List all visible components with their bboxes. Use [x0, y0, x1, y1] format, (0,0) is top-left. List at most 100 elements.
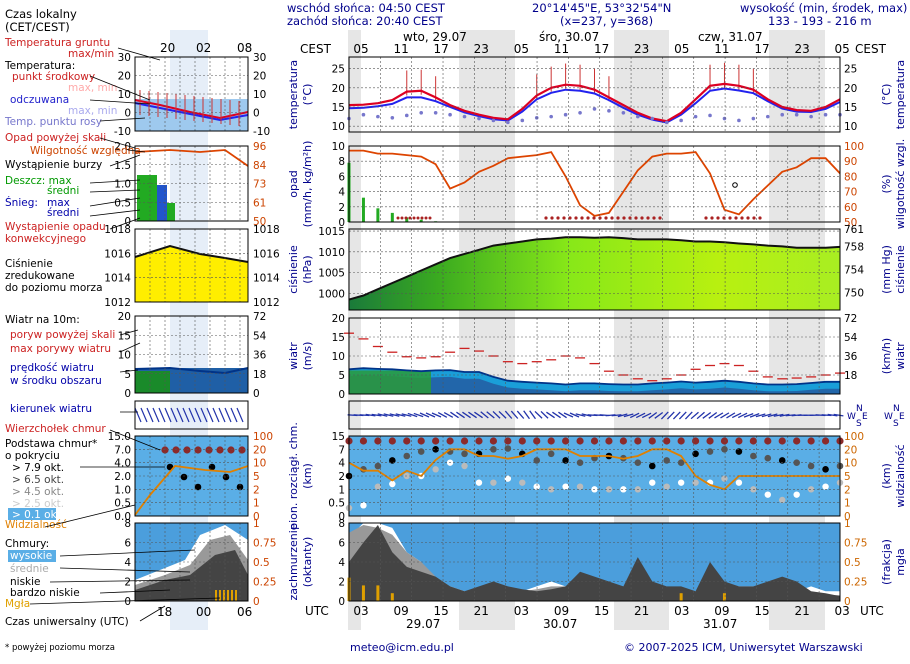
legend-tick-left: 6: [124, 538, 131, 550]
y-tick-label-left: 6: [338, 171, 345, 183]
grid-lines: [348, 57, 840, 602]
y-tick-label-left: 25: [332, 64, 345, 76]
legend-connector: [109, 154, 141, 167]
panel-label-left-unit: (hPa): [301, 255, 314, 283]
legend-pressure-area: [135, 246, 248, 302]
legend-wind-arrow: [140, 407, 148, 423]
y-tick-label-right: 54: [844, 332, 858, 344]
legend-wind-arrow: [218, 407, 226, 423]
legend-tick-right: 96: [253, 141, 267, 153]
rain-bar: [419, 219, 423, 222]
legend-tick-right: 0.5: [253, 557, 270, 569]
legend-tick-left: 1.0: [114, 484, 131, 496]
y-tick-label-right: 10: [844, 458, 857, 470]
convective-dot: [616, 216, 620, 220]
y-tick-label-left: 4: [338, 458, 345, 470]
legend-tick-left: 0: [124, 216, 131, 228]
legend-connector: [119, 329, 139, 336]
legend-tick-right: 1: [253, 518, 260, 530]
legend-tick-right: 73: [253, 179, 266, 191]
cloud-base-dot: [533, 457, 541, 464]
legend-label: o pokryciu: [5, 450, 60, 462]
wind-direction-arrow: [611, 414, 622, 417]
legend-label: w środku obszaru: [10, 375, 102, 387]
wind-direction-arrow: [443, 412, 454, 418]
cloud-base-dot-low: [822, 483, 829, 490]
y-tick-label-right: 18: [844, 370, 857, 382]
legend-top-hour: 02: [196, 41, 211, 55]
convective-dot: [634, 216, 638, 220]
y-tick-label-right: 100: [844, 141, 864, 153]
legend-fog-bar: [223, 590, 225, 601]
cloud-base-dot: [721, 446, 728, 453]
legend-tick-right: 20: [253, 71, 266, 83]
cloud-base-dot-low: [533, 483, 540, 490]
wind-direction-arrow: [546, 411, 555, 419]
panel-label-right-unit: (frakcja): [880, 539, 893, 585]
elevation-values: 133 - 193 - 216 m: [768, 14, 872, 28]
legend-cloud-top-dot: [183, 446, 191, 454]
y-tick-label-left: 0: [338, 511, 345, 523]
legend-label: do poziomu morza: [5, 282, 103, 294]
y-tick-label-left: 4: [338, 187, 345, 199]
legend-label: Podstawa chmur*: [5, 438, 97, 450]
cloud-top-dot: [460, 437, 469, 445]
wind-direction-arrow: [737, 412, 748, 419]
cloud-base-dot: [576, 459, 584, 466]
legend-low-cloud: [135, 550, 248, 601]
legend-label: Temperatura:: [4, 60, 75, 72]
cloud-top-dot: [403, 437, 411, 445]
legend-tick-right: 84: [253, 160, 267, 172]
wind-direction-arrow: [623, 413, 634, 418]
legend-cloud-top-dot: [238, 446, 246, 454]
y-tick-label-left: 0: [338, 596, 345, 608]
wind-direction-arrow: [678, 411, 687, 420]
cloud-base-dot-low: [562, 483, 569, 490]
panel-label-right: wilgotność wzgl.: [894, 139, 907, 229]
legend-wind-arrow: [182, 407, 190, 423]
panel-frame: [348, 228, 841, 311]
cloud-base-dot-low: [692, 479, 699, 486]
legend-wind-arrow: [200, 407, 208, 423]
wind-direction-arrow: [407, 412, 418, 418]
legend-label: > 7.9 okt.: [12, 462, 64, 474]
legend-label: Ciśnienie: [5, 258, 53, 270]
compass-n: N: [856, 404, 863, 414]
legend-tick-right: 1014: [253, 273, 280, 285]
dew-point-dot: [607, 109, 611, 113]
legend-wind-arrow: [158, 407, 166, 423]
cloud-base-dot: [374, 462, 382, 470]
cloud-base-dot-low: [360, 502, 367, 509]
convective-dot: [728, 216, 732, 220]
legend-label: Temperatura gruntu: [4, 37, 110, 49]
legend-tick-left: 7.0: [114, 444, 131, 456]
legend-tick-left: 15: [118, 330, 131, 342]
humidity-line: [349, 149, 841, 217]
legend-pressure-line: [134, 244, 249, 263]
panel-label-left-unit: (oktanty): [301, 537, 314, 588]
cloud-top-dot: [605, 437, 613, 445]
cloud-base-dot: [735, 448, 743, 455]
legend-connector: [109, 217, 141, 230]
panel-label-right: ciśnienie: [894, 245, 907, 294]
y-tick-label-left: 20: [332, 313, 345, 325]
wind-direction-arrow: [437, 412, 448, 418]
cloud-top-dot: [764, 437, 772, 445]
legend-label: Opad powyżej skali: [5, 132, 106, 144]
email-link[interactable]: meteo@icm.edu.pl: [350, 641, 454, 654]
cloud-top-dot: [489, 437, 498, 445]
wind-direction-arrow: [731, 412, 742, 419]
legend-label: zredukowane: [5, 270, 75, 282]
y-tick-label-left: 6: [338, 538, 345, 550]
y-tick-label-left: 2: [338, 471, 345, 483]
dew-point-dot: [462, 114, 467, 119]
dew-point-dot: [563, 112, 568, 117]
wind-direction-arrow: [684, 411, 693, 420]
legend-tick-left: 1018: [104, 224, 131, 236]
y-tick-label-right: 100: [844, 431, 864, 443]
cloud-top-dot: [749, 437, 757, 445]
legend-rain-bar: [137, 175, 157, 221]
utc-hour-tick: 03: [674, 604, 689, 618]
cloud-base-dot: [547, 450, 555, 458]
wind-direction-arrow: [462, 411, 471, 419]
